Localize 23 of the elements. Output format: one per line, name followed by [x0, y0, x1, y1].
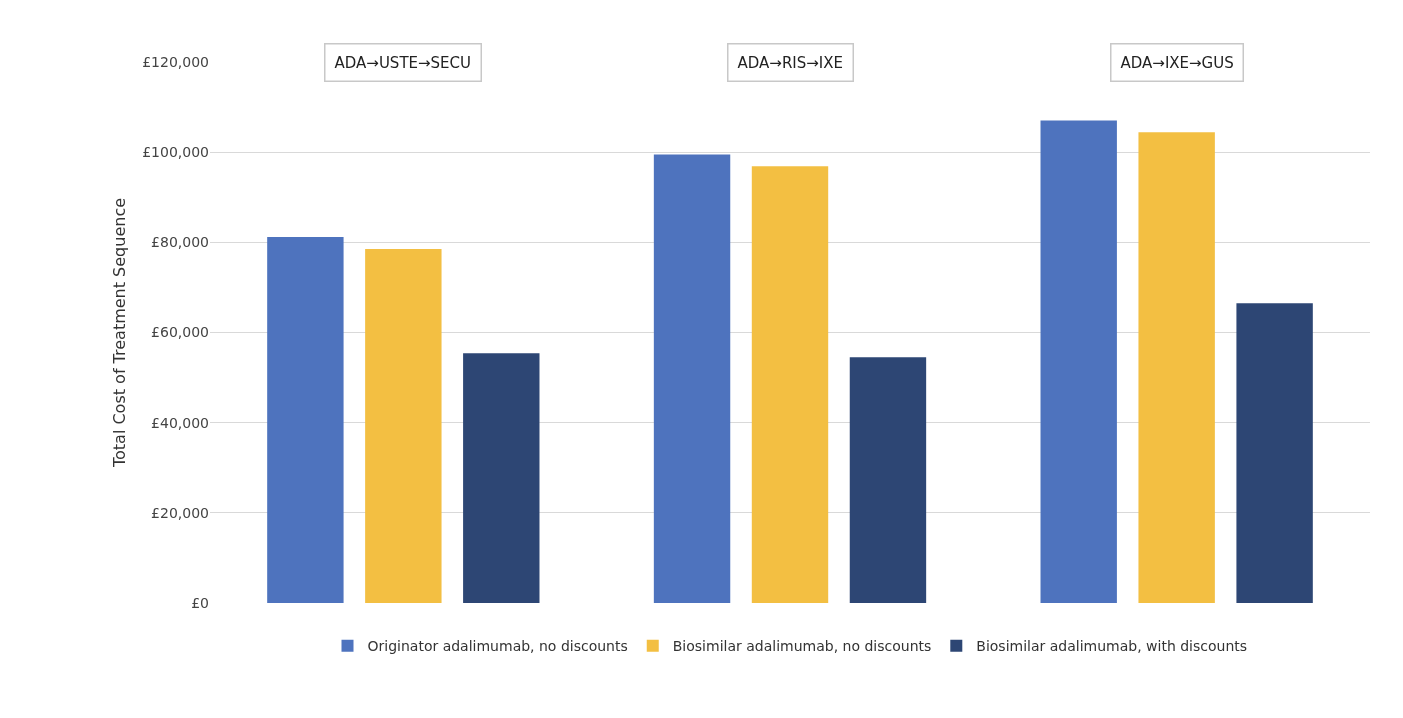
y-tick-label: £40,000 — [151, 414, 209, 431]
y-tick-label: £60,000 — [151, 324, 209, 341]
y-tick-label: £100,000 — [142, 144, 209, 161]
y-tick-label: £80,000 — [151, 234, 209, 251]
bar — [267, 236, 344, 603]
y-axis-title: Total Cost of Treatment Sequence — [110, 197, 130, 469]
legend-label: Originator adalimumab, no discounts — [367, 638, 628, 655]
x-tick-label: ADA→USTE→SECU — [334, 53, 472, 72]
y-tick-label: £120,000 — [142, 53, 209, 70]
x-tick-label: ADA→IXE→GUS — [1120, 53, 1234, 72]
x-tick-label: ADA→RIS→IXE — [737, 53, 843, 72]
y-tick-label: £0 — [191, 594, 209, 611]
bar — [849, 357, 927, 603]
bar — [751, 166, 829, 603]
bar — [1236, 303, 1313, 603]
bar — [365, 249, 442, 603]
bar — [1138, 132, 1215, 603]
bar — [463, 353, 540, 603]
bar — [1040, 120, 1117, 603]
bar — [653, 154, 731, 603]
y-tick-label: £20,000 — [151, 504, 209, 521]
legend-label: Biosimilar adalimumab, with discounts — [976, 638, 1248, 655]
legend-label: Biosimilar adalimumab, no discounts — [672, 638, 932, 655]
